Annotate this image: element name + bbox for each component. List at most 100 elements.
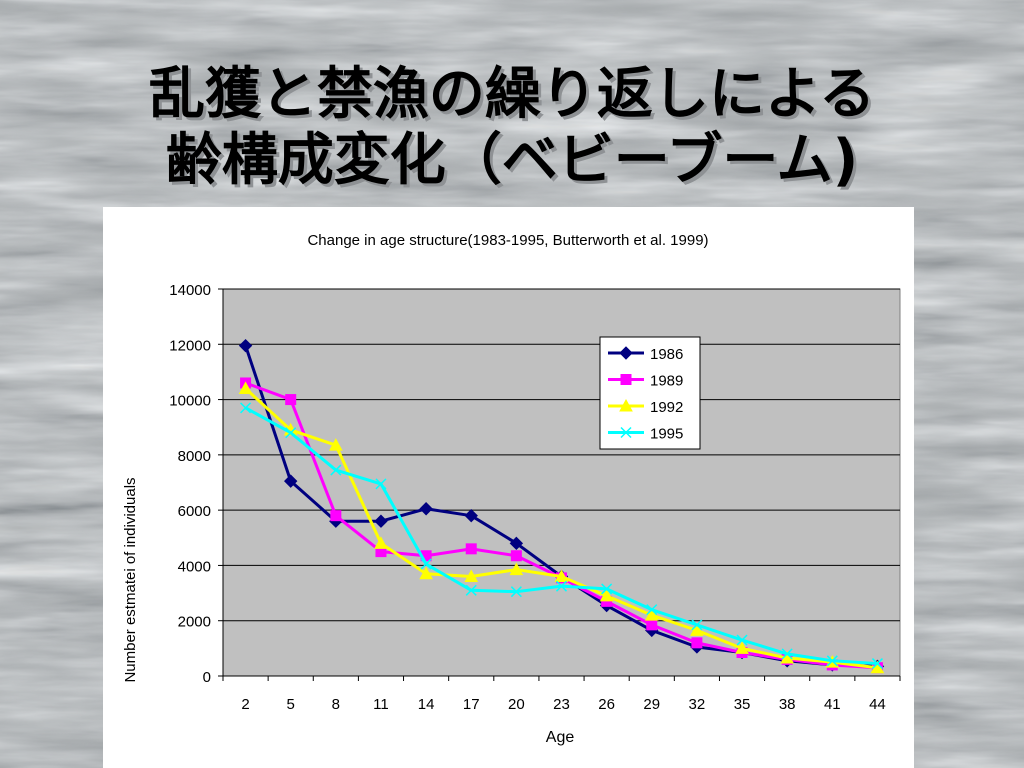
data-point xyxy=(555,580,568,592)
marker-stroke xyxy=(240,402,252,414)
data-point xyxy=(283,474,298,488)
marker-stroke xyxy=(510,586,522,598)
data-point xyxy=(285,394,297,406)
marker-stroke xyxy=(736,634,748,646)
series-lines xyxy=(238,338,885,674)
data-point xyxy=(464,508,478,523)
legend-marker xyxy=(619,398,633,412)
data-point xyxy=(419,502,433,516)
x-tick-label: 5 xyxy=(287,696,295,713)
data-point xyxy=(285,427,297,439)
series-1992 xyxy=(238,381,885,674)
x-tick-label: 32 xyxy=(689,696,706,713)
x-tick-label: 29 xyxy=(643,696,660,713)
legend-label: 1992 xyxy=(650,399,683,416)
data-point xyxy=(509,536,524,551)
data-point xyxy=(374,536,388,549)
x-tick-label: 26 xyxy=(598,696,615,713)
legend-label: 1986 xyxy=(650,346,683,363)
x-tick-label: 35 xyxy=(734,696,751,713)
data-point xyxy=(735,641,749,654)
data-point xyxy=(646,619,658,631)
data-point xyxy=(644,608,659,621)
legend-box xyxy=(599,336,701,450)
x-tick-label: 38 xyxy=(779,696,796,713)
data-point xyxy=(736,634,748,646)
y-tick-label: 8000 xyxy=(178,448,211,465)
x-axis-label: Age xyxy=(546,729,575,746)
slide-title-line-2: 齢構成変化（ベビーブーム) xyxy=(165,128,859,193)
x-tick-label: 17 xyxy=(463,696,480,713)
data-point xyxy=(691,637,703,649)
legend-item-1992: 1992 xyxy=(608,398,683,416)
data-point xyxy=(646,604,658,616)
marker-stroke xyxy=(285,427,297,439)
legend-item-1989: 1989 xyxy=(608,373,683,390)
marker-stroke xyxy=(330,464,342,476)
data-point xyxy=(601,583,613,595)
legend: 1986 1989 1992 1995 xyxy=(599,336,701,450)
data-point xyxy=(781,648,793,660)
legend-label: 1989 xyxy=(650,373,683,390)
slide-title: 乱獲と禁漁の繰り返しによる 齢構成変化（ベビーブーム) xyxy=(0,62,1024,194)
legend-label: 1995 xyxy=(650,426,683,443)
x-tick-label: 2 xyxy=(241,696,249,713)
series-1995 xyxy=(240,402,883,670)
marker-stroke xyxy=(601,583,613,595)
y-axis-label: Number estmatei of individuals xyxy=(122,477,139,682)
slide-title-line-1: 乱獲と禁漁の繰り返しによる xyxy=(148,62,876,127)
y-tick-label: 12000 xyxy=(169,337,211,354)
x-tick-label: 20 xyxy=(508,696,525,713)
marker-stroke xyxy=(646,604,658,616)
y-tick-label: 0 xyxy=(203,669,211,686)
y-tick-label: 6000 xyxy=(178,503,211,520)
data-point xyxy=(330,510,342,522)
legend-marker xyxy=(619,346,633,360)
legend-item-1986: 1986 xyxy=(608,346,683,363)
data-point xyxy=(509,562,524,576)
y-tick-label: 4000 xyxy=(178,558,211,575)
plot-area xyxy=(222,288,901,677)
data-point xyxy=(465,584,477,596)
marker-stroke xyxy=(555,580,568,592)
y-tick-label: 14000 xyxy=(169,282,211,299)
chart-title: Change in age structure(1983-1995, Butte… xyxy=(307,232,708,249)
data-point xyxy=(464,569,479,582)
data-point xyxy=(465,543,477,555)
legend-marker xyxy=(620,374,632,385)
gridlines xyxy=(223,288,900,622)
marker-stroke xyxy=(375,478,387,490)
data-point xyxy=(375,478,387,490)
data-point xyxy=(690,623,704,636)
chart-panel: Change in age structure(1983-1995, Butte… xyxy=(103,207,914,768)
data-point xyxy=(510,586,522,598)
data-point xyxy=(240,402,252,414)
data-point xyxy=(691,619,703,631)
legend-marker xyxy=(620,426,632,439)
marker-stroke xyxy=(781,648,793,660)
legend-item-1995: 1995 xyxy=(608,426,683,443)
marker-stroke xyxy=(420,558,432,570)
data-point xyxy=(238,381,253,395)
data-point xyxy=(238,338,253,353)
x-tick-label: 14 xyxy=(418,696,435,713)
marker-stroke xyxy=(465,584,477,596)
data-point xyxy=(328,438,343,451)
marker-stroke xyxy=(691,619,703,631)
y-tick-label: 10000 xyxy=(169,393,211,410)
x-tick-label: 44 xyxy=(869,696,886,713)
data-point xyxy=(374,514,388,528)
data-point xyxy=(420,558,432,570)
data-point xyxy=(826,655,838,667)
line-chart: Change in age structure(1983-1995, Butte… xyxy=(122,232,901,746)
data-point xyxy=(419,566,433,580)
data-point xyxy=(599,588,614,602)
x-tick-label: 8 xyxy=(332,696,340,713)
data-point xyxy=(554,569,569,582)
marker-stroke xyxy=(826,655,838,667)
data-point xyxy=(330,464,342,476)
x-tick-label: 23 xyxy=(553,696,570,713)
x-tick-label: 41 xyxy=(824,696,841,713)
x-tick-label: 11 xyxy=(373,696,389,713)
marker-stroke xyxy=(871,658,883,670)
